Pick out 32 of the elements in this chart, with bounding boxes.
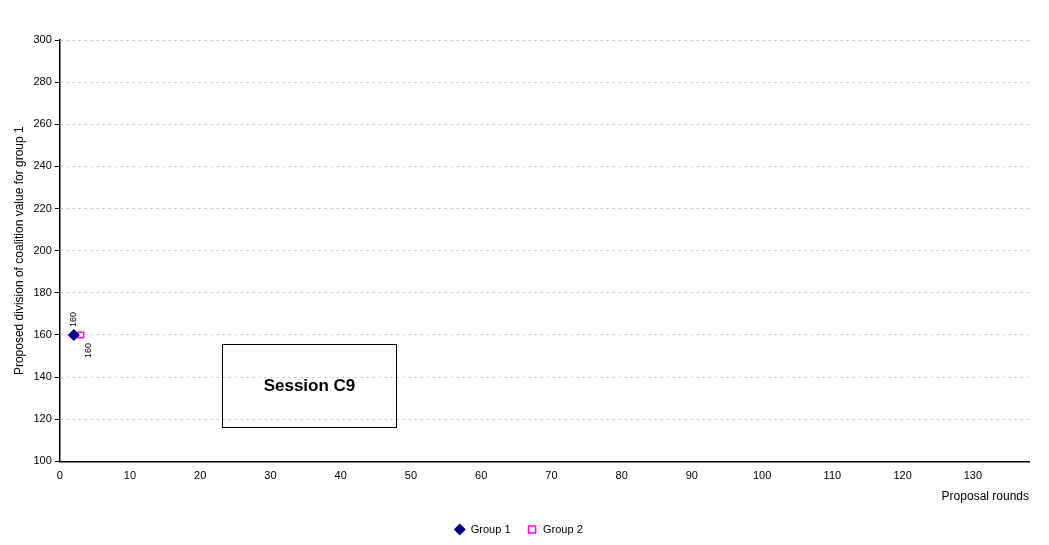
note-box: Session C9 bbox=[222, 344, 397, 428]
legend-label: Group 2 bbox=[543, 522, 583, 535]
x-tick-label: 30 bbox=[264, 469, 277, 482]
y-tick-label: 200 bbox=[33, 243, 52, 256]
x-tick-label: 120 bbox=[893, 469, 912, 482]
x-tick-label: 40 bbox=[334, 469, 347, 482]
x-tick-label: 0 bbox=[56, 469, 63, 482]
y-tick-label: 280 bbox=[33, 75, 52, 88]
data-label: 160 bbox=[83, 342, 94, 359]
y-tick-label: 220 bbox=[33, 201, 52, 214]
x-tick-label: 80 bbox=[615, 469, 628, 482]
x-tick-label: 20 bbox=[194, 469, 207, 482]
y-tick-label: 120 bbox=[33, 412, 52, 425]
x-tick-label: 100 bbox=[752, 469, 772, 482]
x-tick-label: 130 bbox=[963, 469, 982, 482]
y-tick-label: 100 bbox=[33, 454, 52, 467]
y-tick-label: 300 bbox=[33, 33, 52, 46]
legend-label: Group 1 bbox=[470, 522, 511, 535]
x-tick-label: 60 bbox=[475, 469, 488, 482]
y-tick-label: 160 bbox=[33, 328, 52, 341]
y-tick-label: 260 bbox=[33, 117, 52, 130]
data-label: 160 bbox=[68, 311, 79, 327]
x-tick-label: 10 bbox=[123, 469, 137, 482]
y-tick-label: 140 bbox=[33, 370, 52, 383]
x-tick-label: 110 bbox=[823, 469, 842, 482]
y-tick-label: 180 bbox=[33, 285, 52, 298]
x-tick-label: 90 bbox=[685, 469, 698, 482]
y-axis-title: Proposed division of coalition value for group 1 bbox=[11, 125, 26, 376]
x-tick-label: 70 bbox=[545, 469, 558, 482]
x-tick-label: 50 bbox=[404, 469, 418, 482]
x-axis-title: Proposal rounds bbox=[941, 489, 1029, 504]
y-tick-label: 240 bbox=[33, 159, 52, 172]
